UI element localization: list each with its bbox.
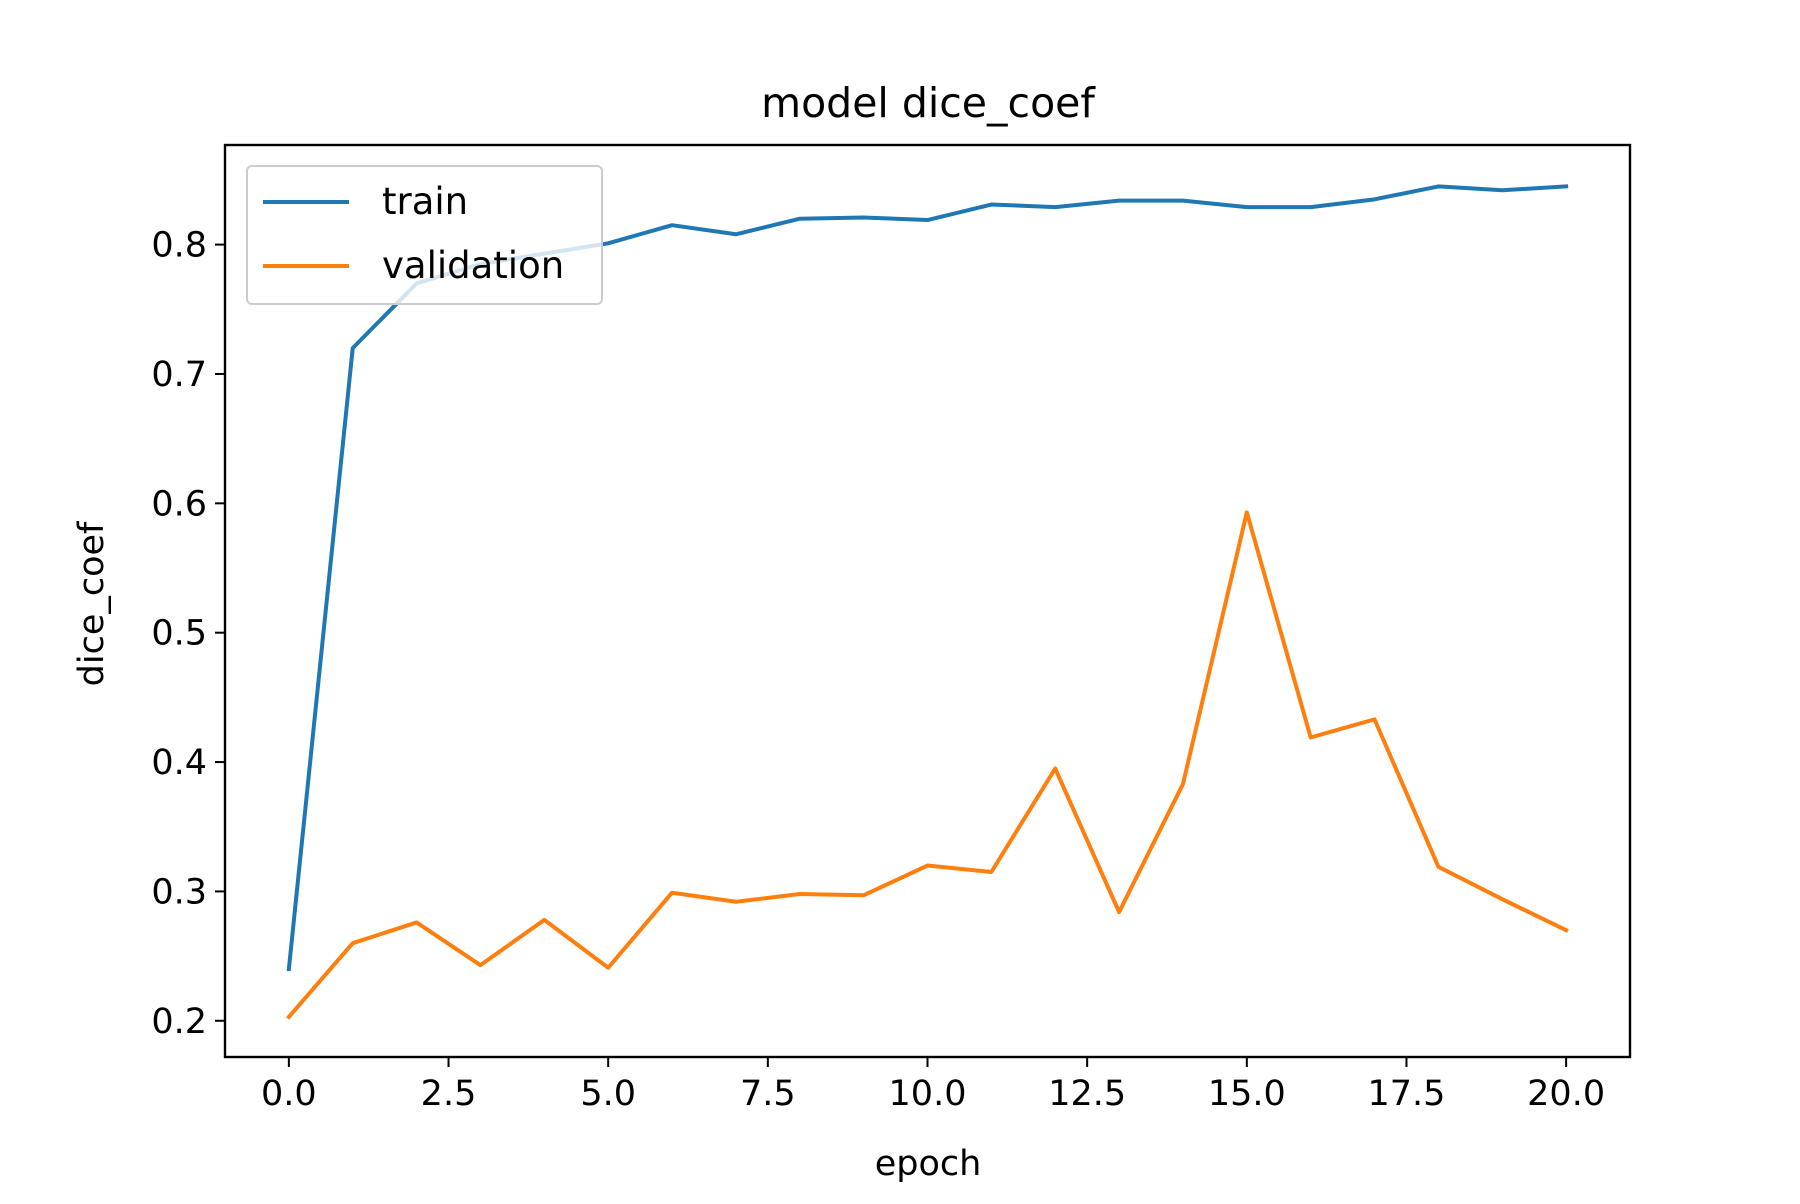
x-tick-label: 15.0: [1208, 1074, 1286, 1114]
x-tick-label: 2.5: [421, 1074, 477, 1114]
series-line-validation: [286, 510, 1569, 1020]
y-tick-label: 0.2: [151, 1002, 207, 1042]
y-axis-label: dice_coef: [72, 521, 112, 686]
x-tick-label: 0.0: [261, 1074, 317, 1114]
legend-label-train: train: [382, 180, 468, 223]
legend-label-validation: validation: [382, 244, 564, 287]
x-axis-label: epoch: [875, 1144, 982, 1184]
x-tick-label: 10.0: [889, 1074, 967, 1114]
x-tick-label: 7.5: [740, 1074, 796, 1114]
y-tick-label: 0.4: [151, 743, 207, 783]
chart-title: model dice_coef: [761, 79, 1096, 127]
y-tick-label: 0.3: [151, 872, 207, 912]
x-tick-label: 12.5: [1048, 1074, 1126, 1114]
x-tick-label: 17.5: [1368, 1074, 1446, 1114]
x-tick-label: 20.0: [1527, 1074, 1605, 1114]
y-tick-label: 0.6: [151, 484, 207, 524]
x-tick-label: 5.0: [580, 1074, 636, 1114]
y-tick-label: 0.7: [151, 355, 207, 395]
y-tick-label: 0.8: [151, 226, 207, 266]
y-tick-label: 0.5: [151, 614, 207, 654]
